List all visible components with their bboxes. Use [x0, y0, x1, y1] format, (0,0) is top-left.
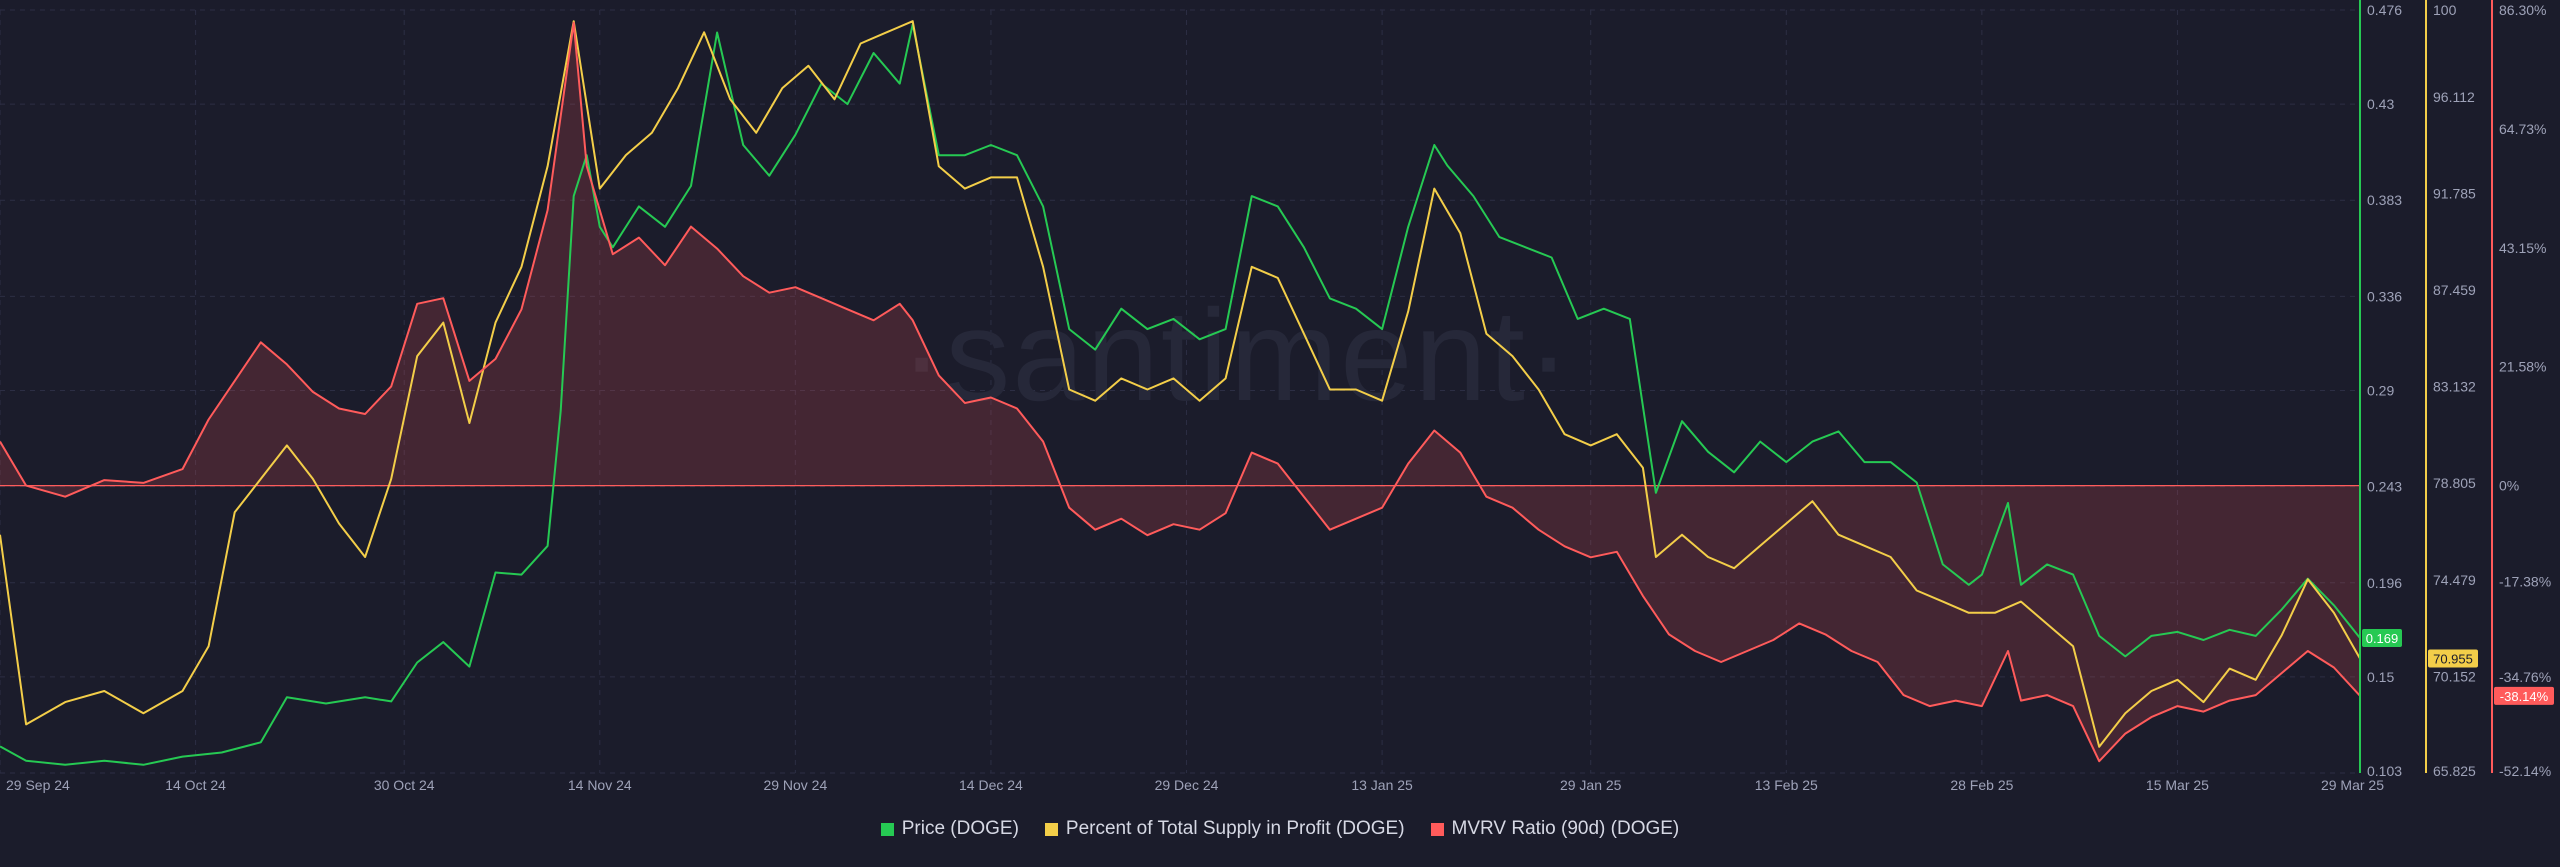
legend-swatch-price — [880, 822, 894, 836]
mvrv-axis-tick-label: -17.38% — [2499, 573, 2551, 589]
price-current-badge-label: 0.169 — [2366, 631, 2399, 646]
x-tick-label: 29 Dec 24 — [1155, 777, 1219, 793]
supply-axis-tick-label: 96.112 — [2433, 89, 2475, 105]
mvrv-area — [0, 22, 2360, 762]
legend-label-mvrv: MVRV Ratio (90d) (DOGE) — [1451, 818, 1680, 839]
legend-item-mvrv[interactable]: MVRV Ratio (90d) (DOGE) — [1430, 818, 1680, 840]
x-tick-label: 14 Nov 24 — [568, 777, 632, 793]
x-tick-label: 13 Jan 25 — [1351, 777, 1413, 793]
x-tick-label: 13 Feb 25 — [1755, 777, 1818, 793]
price-axis-tick-label: 0.383 — [2367, 192, 2402, 208]
supply-in-profit-line — [0, 20, 2361, 748]
mvrv-axis-tick-label: -52.14% — [2499, 763, 2551, 779]
x-tick-label: 14 Dec 24 — [959, 777, 1023, 793]
price-current-badge: 0.169 — [2362, 628, 2402, 647]
mvrv-line — [0, 21, 2361, 763]
mvrv-current-badge-bg — [2494, 686, 2554, 705]
legend-item-price[interactable]: Price (DOGE) — [880, 818, 1019, 840]
x-tick-label: 14 Oct 24 — [165, 777, 226, 793]
legend-label-supply: Percent of Total Supply in Profit (DOGE) — [1065, 818, 1405, 839]
supply-axis-tick-label: 65.825 — [2433, 763, 2476, 779]
price-current-badge-bg — [2362, 628, 2402, 647]
supply-axis-tick-label: 91.785 — [2433, 185, 2476, 201]
supply-current-badge: 70.955 — [2428, 649, 2478, 668]
supply-axis-tick-label: 87.459 — [2433, 282, 2476, 298]
mvrv-axis-tick-label: 21.58% — [2499, 359, 2546, 375]
price-axis-tick-label: 0.476 — [2367, 2, 2402, 18]
x-tick-label: 15 Mar 25 — [2146, 777, 2209, 793]
price-axis-tick-label: 0.243 — [2367, 479, 2402, 495]
price-axis-tick-label: 0.15 — [2367, 669, 2394, 685]
mvrv-axis-tick-label: 86.30% — [2499, 2, 2546, 18]
axes-layer: 29 Sep 24 14 Oct 24 30 Oct 24 14 Nov 24 29 N… — [6, 0, 2554, 793]
legend-item-supply[interactable]: Percent of Total Supply in Profit (DOGE) — [1044, 818, 1405, 840]
mvrv-axis-tick-label: 64.73% — [2499, 121, 2546, 137]
supply-axis-tick-label: 70.152 — [2433, 668, 2476, 684]
x-tick-label: 29 Mar 25 — [2321, 777, 2384, 793]
price-line — [0, 23, 2361, 766]
mvrv-axis-tick-label: 43.15% — [2499, 240, 2546, 256]
x-tick-label: 29 Nov 24 — [763, 777, 827, 793]
mvrv-axis-tick-label: 0% — [2499, 478, 2519, 494]
series-layer — [0, 20, 2361, 766]
price-axis-tick-label: 0.43 — [2367, 96, 2394, 112]
legend-swatch-supply — [1044, 822, 1058, 836]
x-tick-label: 29 Sep 24 — [6, 777, 70, 793]
mvrv-axis-tick-label: -34.76% — [2499, 669, 2551, 685]
x-tick-label: 28 Feb 25 — [1950, 777, 2013, 793]
legend-label-price: Price (DOGE) — [901, 818, 1019, 839]
price-axis-tick-label: 0.336 — [2367, 288, 2402, 304]
price-axis-tick-label: 0.196 — [2367, 575, 2402, 591]
legend-swatch-mvrv — [1430, 822, 1444, 836]
supply-current-badge-label: 70.955 — [2433, 651, 2473, 666]
price-axis-tick-label: 0.29 — [2367, 382, 2394, 398]
supply-axis-tick-label: 100 — [2433, 2, 2457, 18]
supply-current-badge-bg — [2428, 649, 2478, 668]
supply-axis-tick-label: 83.132 — [2433, 379, 2476, 395]
x-tick-label: 29 Jan 25 — [1560, 777, 1622, 793]
x-tick-label: 30 Oct 24 — [374, 777, 435, 793]
price-axis-tick-label: 0.103 — [2367, 763, 2402, 779]
mvrv-current-badge: -38.14% — [2494, 686, 2554, 705]
supply-axis-tick-label: 78.805 — [2433, 475, 2476, 491]
supply-axis-tick-label: 74.479 — [2433, 572, 2476, 588]
mvrv-current-badge-label: -38.14% — [2500, 689, 2549, 704]
legend: Price (DOGE) Percent of Total Supply in … — [0, 818, 2560, 840]
watermark: ·santiment· — [900, 282, 1572, 428]
